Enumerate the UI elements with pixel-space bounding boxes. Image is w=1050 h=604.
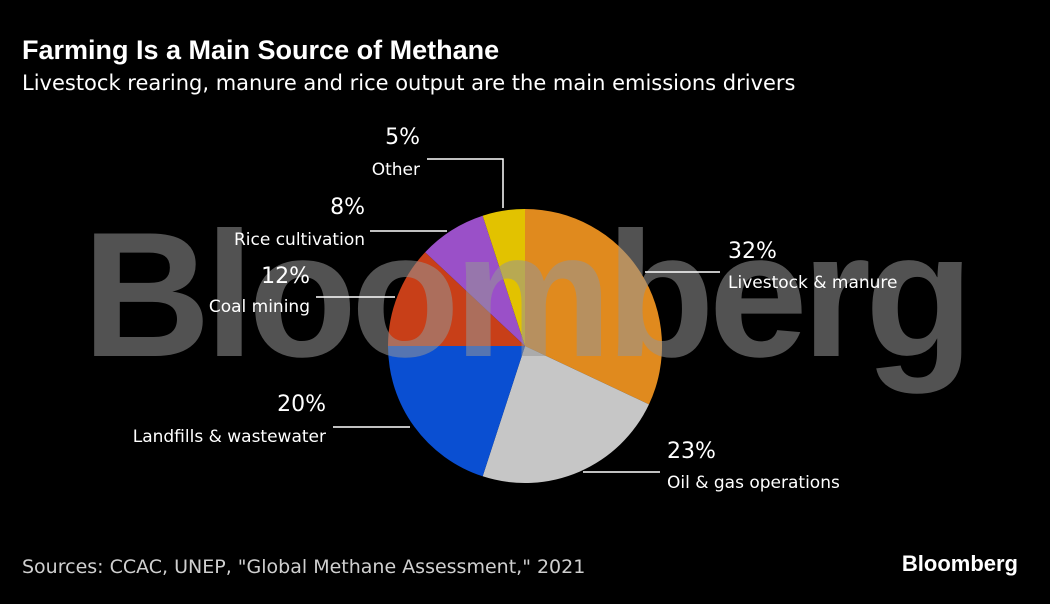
category-label: Livestock & manure xyxy=(728,273,898,293)
labels: 32% Livestock & manure 23% Oil & gas operat… xyxy=(133,125,898,493)
value-label: 20% xyxy=(277,392,326,417)
pie-slice xyxy=(482,209,525,346)
pie-slice xyxy=(388,252,525,346)
chart-subtitle: Livestock rearing, manure and rice outpu… xyxy=(22,71,796,95)
category-label: Other xyxy=(372,160,420,180)
value-label: 32% xyxy=(728,239,777,264)
pie-slice xyxy=(388,346,525,477)
category-label: Coal mining xyxy=(209,297,310,317)
pie-slice xyxy=(525,209,662,405)
value-label: 8% xyxy=(330,195,365,220)
category-label: Oil & gas operations xyxy=(667,473,840,493)
pie-slice xyxy=(482,346,649,483)
value-label: 5% xyxy=(385,125,420,150)
source: Sources: CCAC, UNEP, "Global Methane Ass… xyxy=(22,556,585,578)
category-label: Rice cultivation xyxy=(234,230,365,250)
leader-line xyxy=(427,158,504,208)
value-label: 12% xyxy=(261,264,310,289)
watermark: Bloomberg xyxy=(82,195,967,394)
pie-slice xyxy=(425,215,525,346)
logo: Bloomberg xyxy=(902,551,1018,576)
value-label: 23% xyxy=(667,439,716,464)
category-label: Landfills & wastewater xyxy=(133,427,326,447)
pie xyxy=(388,209,662,483)
chart-title: Farming Is a Main Source of Methane xyxy=(22,35,499,65)
